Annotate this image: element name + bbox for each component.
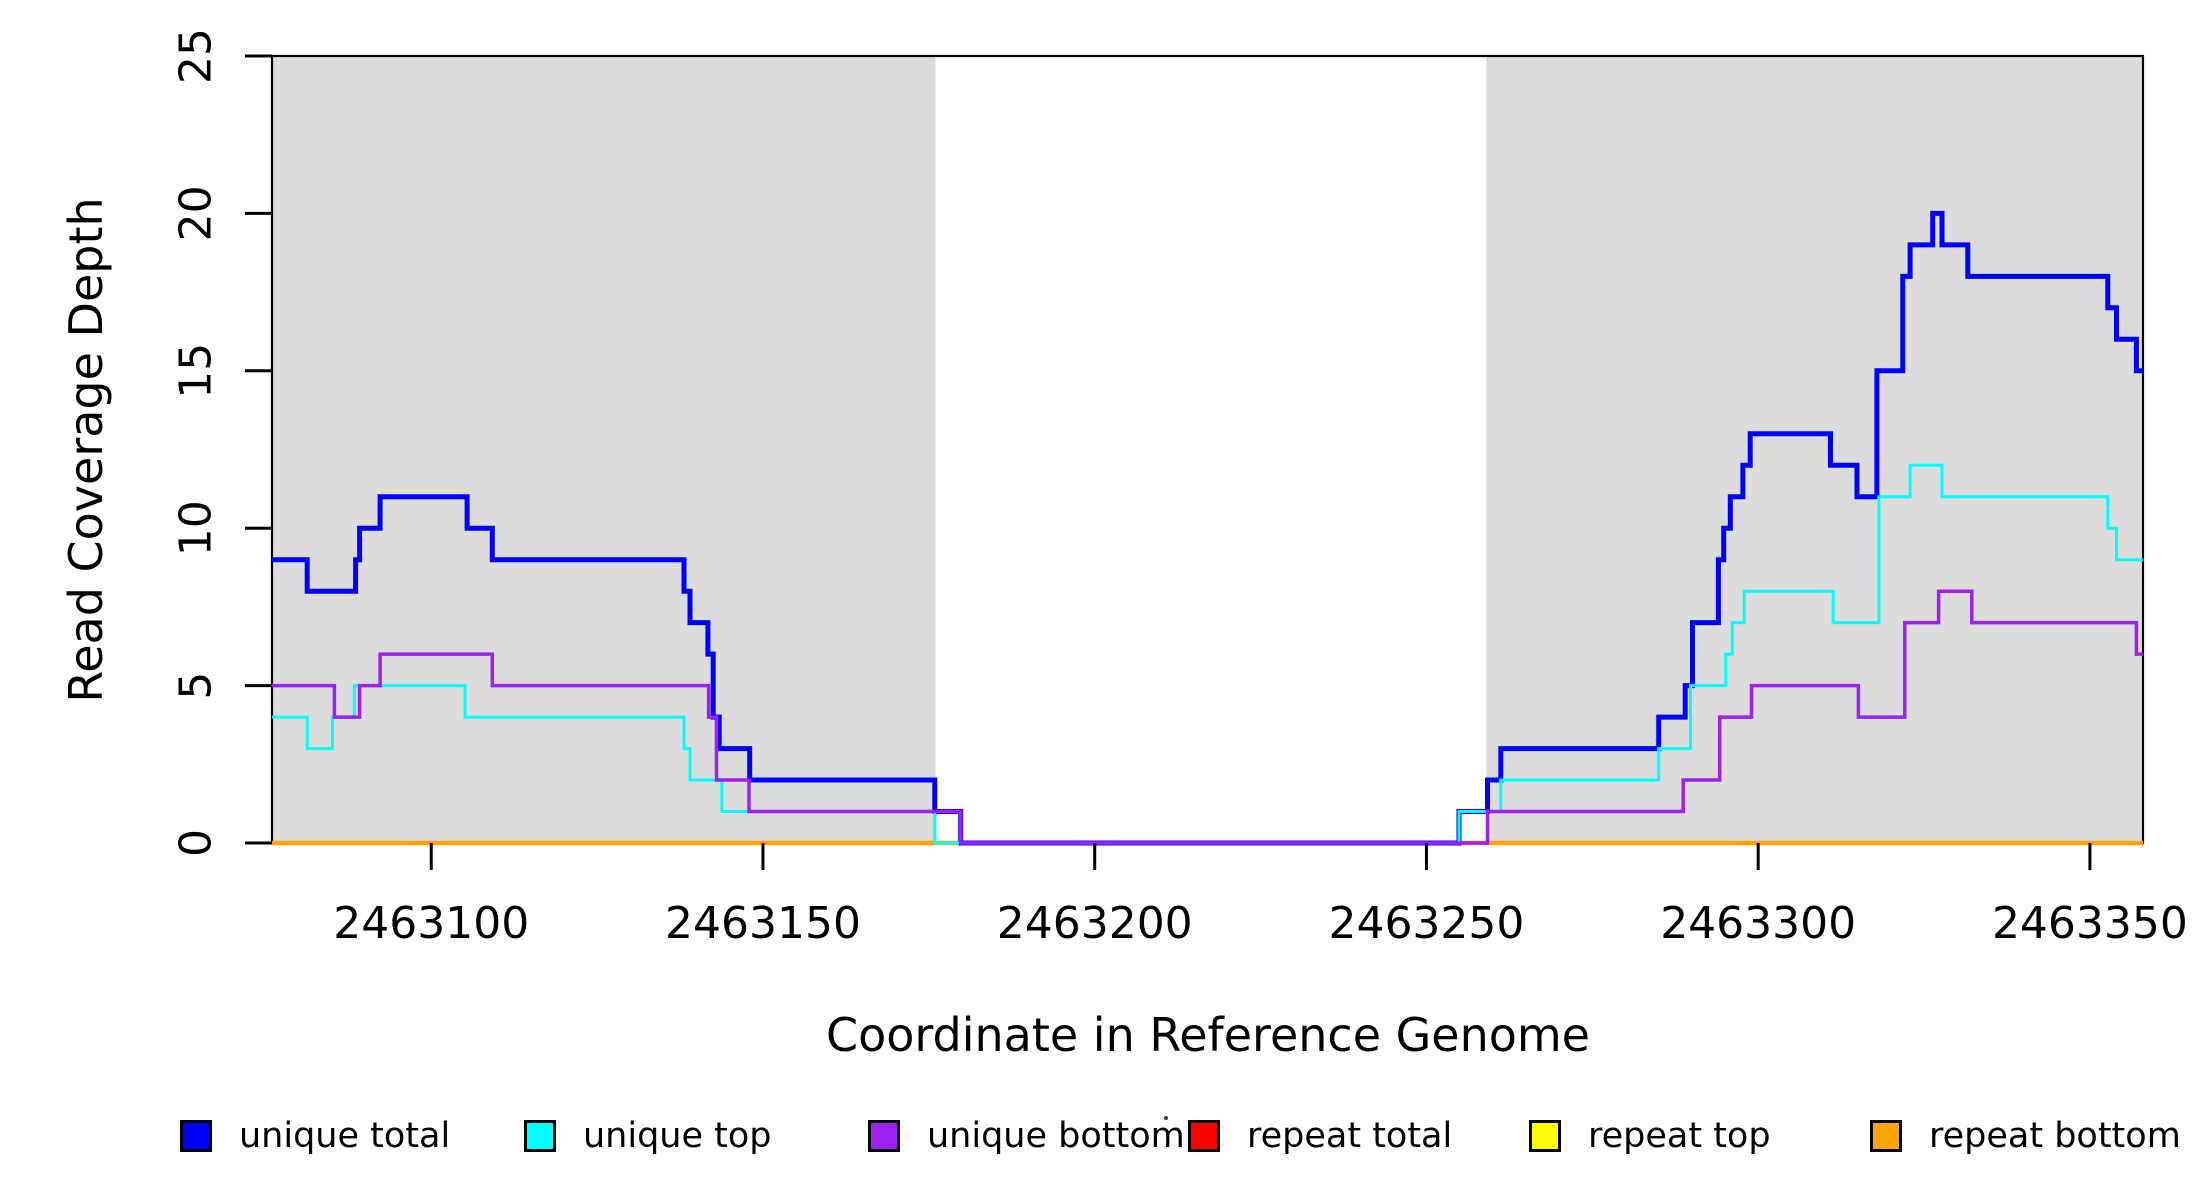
y-axis-title: Read Coverage Depth <box>59 197 113 703</box>
right-repeat-flank-band <box>1486 56 2143 843</box>
y-tick-label: 0 <box>171 829 222 857</box>
x-axis-title: Coordinate in Reference Genome <box>826 1008 1590 1062</box>
x-tick-label: 2463300 <box>1660 898 1856 949</box>
legend-label: unique total <box>239 1116 451 1156</box>
y-tick-label: 25 <box>171 28 222 84</box>
x-tick-label: 2463150 <box>665 898 861 949</box>
series-unique-top-line <box>272 463 2143 845</box>
legend-label: repeat total <box>1247 1116 1453 1156</box>
legend-stray-dot <box>1164 1116 1168 1120</box>
legend-item-repeat-top: repeat top <box>1529 1116 1771 1156</box>
legend-label: repeat top <box>1588 1116 1771 1156</box>
legend-item-unique-total: unique total <box>180 1116 450 1156</box>
legend-item-unique-bottom: unique bottom <box>868 1116 1185 1156</box>
left-repeat-flank-band <box>272 56 936 843</box>
y-tick-label: 15 <box>171 343 222 399</box>
legend-swatch-repeat-bottom <box>1870 1120 1902 1152</box>
series-unique-total-line <box>272 210 2143 846</box>
x-tick-label: 2463250 <box>1328 898 1524 949</box>
legend-item-repeat-total: repeat total <box>1188 1116 1452 1156</box>
y-tick-label: 20 <box>171 185 222 241</box>
x-tick-label: 2463200 <box>997 898 1193 949</box>
legend-swatch-unique-bottom <box>868 1120 900 1152</box>
legend-item-unique-top: unique top <box>524 1116 772 1156</box>
legend-label: repeat bottom <box>1929 1116 2181 1156</box>
y-tick-label: 5 <box>171 672 222 700</box>
legend-swatch-repeat-total <box>1188 1120 1220 1152</box>
series-unique-bottom-line <box>272 589 2143 845</box>
x-tick-label: 2463100 <box>333 898 529 949</box>
legend-label: unique top <box>583 1116 772 1156</box>
x-tick-label: 2463350 <box>1992 898 2188 949</box>
legend-item-repeat-bottom: repeat bottom <box>1870 1116 2181 1156</box>
legend-swatch-repeat-top <box>1529 1120 1561 1152</box>
legend-label: unique bottom <box>927 1116 1185 1156</box>
y-tick-label: 10 <box>171 500 222 556</box>
legend-swatch-unique-top <box>524 1120 556 1152</box>
legend-swatch-unique-total <box>180 1120 212 1152</box>
